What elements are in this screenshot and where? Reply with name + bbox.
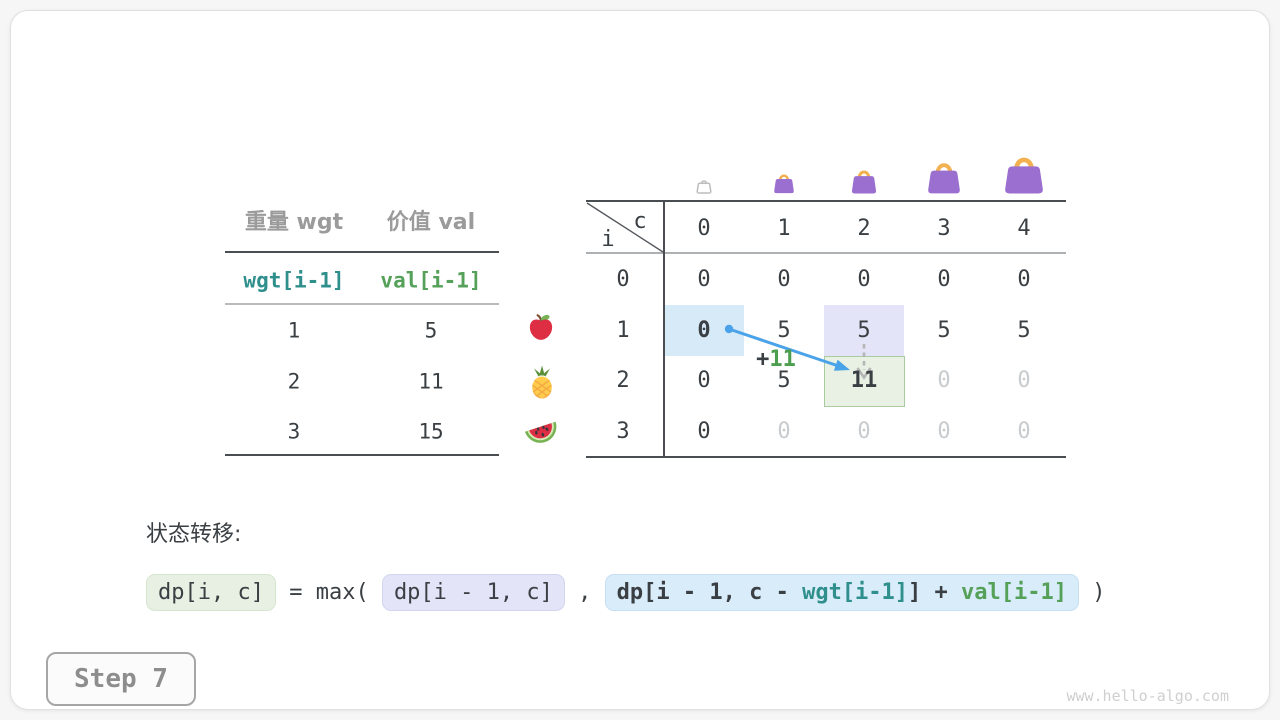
- bag-large-icon: [923, 156, 965, 202]
- apple-icon: [525, 311, 557, 347]
- formula-arg2-prefix: dp[i - 1, c -: [616, 579, 803, 605]
- item-2-value: 11: [418, 369, 444, 394]
- dp-row-header-1: 1: [616, 318, 630, 343]
- transition-title: 状态转移:: [146, 522, 242, 547]
- dp-cell-r1c0: 0: [697, 318, 711, 343]
- items-index-val: val[i-1]: [380, 268, 482, 293]
- formula-arg1-box: dp[i - 1, c]: [381, 573, 565, 611]
- step-badge: Step 7: [46, 652, 196, 706]
- items-header-value: 价值 val: [386, 210, 476, 235]
- dp-cell-r1c1: 5: [777, 318, 791, 343]
- bag-outline-icon: [695, 177, 713, 199]
- item-2-weight: 2: [287, 369, 301, 394]
- dp-row-header-0: 0: [616, 267, 630, 292]
- dp-cell-r3c2: 0: [857, 419, 871, 444]
- dp-col-header-3: 3: [937, 216, 951, 241]
- formula-close-paren: ): [1079, 579, 1106, 605]
- item-3-value: 15: [418, 419, 444, 444]
- dp-cell-r2c0: 0: [697, 368, 711, 393]
- dp-cell-r3c4: 0: [1017, 419, 1031, 444]
- item-1-weight: 1: [287, 318, 301, 343]
- added-value: 11: [769, 347, 796, 372]
- dp-col-header-1: 1: [777, 216, 791, 241]
- dp-row-header-2: 2: [616, 368, 630, 393]
- item-3-weight: 3: [287, 419, 301, 444]
- watermelon-icon: [522, 412, 562, 456]
- dp-col-header-4: 4: [1017, 216, 1031, 241]
- dp-cell-r3c1: 0: [777, 419, 791, 444]
- formula-arg2-mid: ] +: [908, 579, 962, 605]
- formula-arg2-wgt: wgt[i-1]: [802, 579, 909, 605]
- dp-cell-r0c1: 0: [777, 267, 791, 292]
- watermark: www.hello-algo.com: [1066, 687, 1229, 705]
- formula-comma: ,: [564, 579, 605, 605]
- table-lines-layer: [225, 200, 1066, 458]
- dp-cell-r0c2: 0: [857, 267, 871, 292]
- bag-medium-icon: [848, 165, 880, 201]
- item-1-value: 5: [424, 318, 438, 343]
- formula-eq-max: = max(: [275, 579, 382, 605]
- items-index-wgt: wgt[i-1]: [243, 268, 345, 293]
- dp-cell-r1c4: 5: [1017, 318, 1031, 343]
- dp-cell-r2c2: 11: [850, 368, 878, 393]
- dp-corner-row-var: i: [601, 227, 615, 252]
- dp-cell-r1c3: 5: [937, 318, 951, 343]
- bag-small-icon: [771, 170, 797, 200]
- dp-cell-r2c4: 0: [1017, 368, 1031, 393]
- transition-formula: dp[i, c] = max( dp[i - 1, c] , dp[i - 1,…: [146, 571, 1106, 613]
- dp-cell-r2c1: 5: [777, 368, 791, 393]
- formula-lhs-box: dp[i, c]: [146, 573, 276, 611]
- dp-cell-r1c2: 5: [857, 318, 871, 343]
- items-header-weight: 重量 wgt: [244, 210, 344, 235]
- arrow-add-value-label: +11: [756, 349, 796, 371]
- dp-col-header-2: 2: [857, 216, 871, 241]
- dp-cell-r0c4: 0: [1017, 267, 1031, 292]
- dp-cell-r0c3: 0: [937, 267, 951, 292]
- dp-cell-r3c0: 0: [697, 419, 711, 444]
- pineapple-icon: [524, 364, 560, 404]
- dp-col-header-0: 0: [697, 216, 711, 241]
- dp-corner-col-var: c: [633, 209, 647, 234]
- formula-arg2-val: val[i-1]: [961, 579, 1067, 605]
- dp-row-header-3: 3: [616, 419, 630, 444]
- formula-arg2-box: dp[i - 1, c - wgt[i-1]] + val[i-1]: [604, 573, 1079, 611]
- dp-cell-r2c3: 0: [937, 368, 951, 393]
- dp-cell-r3c3: 0: [937, 419, 951, 444]
- plus-sign: +: [756, 347, 770, 372]
- card: 重量 wgt 价值 val wgt[i-1] val[i-1] 1 5 2 11…: [10, 10, 1270, 710]
- dp-cell-r0c0: 0: [697, 267, 711, 292]
- bag-xlarge-icon: [999, 149, 1049, 203]
